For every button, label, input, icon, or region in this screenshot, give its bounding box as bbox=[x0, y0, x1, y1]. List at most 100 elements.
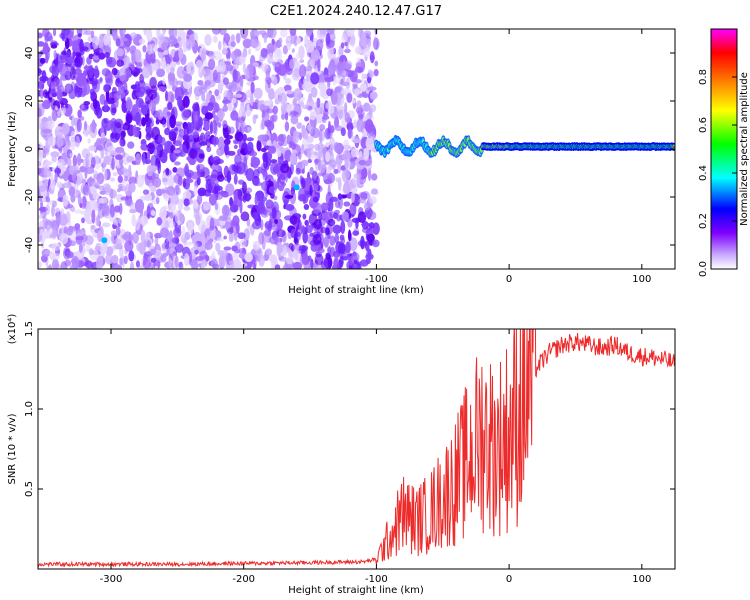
spectrogram-noise-blob bbox=[234, 131, 244, 142]
spectrogram-noise-blob bbox=[219, 29, 227, 36]
spectrogram-noise-blob bbox=[342, 149, 351, 163]
spectrogram-noise-blob bbox=[159, 206, 167, 220]
spectrogram-noise-blob bbox=[187, 221, 194, 236]
spectrogram-noise-blob bbox=[304, 116, 310, 122]
spectrogram-noise-blob bbox=[193, 185, 198, 196]
spectrogram-noise-blob bbox=[282, 264, 291, 269]
spectrogram-noise-blob bbox=[309, 58, 315, 68]
spectrogram-noise-blob bbox=[334, 125, 343, 132]
spectrogram-noise-blob bbox=[149, 185, 157, 193]
spectrogram-noise-blob bbox=[361, 222, 370, 227]
spectrogram-noise-blob bbox=[102, 183, 111, 192]
spectrogram-noise-blob bbox=[100, 132, 106, 139]
spectrogram-noise-blob bbox=[303, 129, 309, 140]
spectrogram-noise-blob bbox=[160, 118, 167, 125]
spectrogram-noise-blob bbox=[166, 91, 175, 104]
spectrogram-noise-blob bbox=[295, 52, 301, 59]
spectrogram-noise-blob bbox=[151, 169, 157, 183]
spectrogram-noise-blob bbox=[221, 48, 228, 55]
spectrogram-noise-blob bbox=[182, 95, 190, 108]
spectrogram-noise-blob bbox=[284, 194, 294, 199]
spectrogram-noise-blob bbox=[242, 195, 247, 203]
spectrogram-noise-blob bbox=[197, 66, 206, 77]
spectrogram-noise-blob bbox=[324, 227, 329, 237]
spectrogram-noise-blob bbox=[185, 178, 194, 184]
spectrogram-noise-blob bbox=[322, 29, 327, 35]
spectrogram-noise-blob bbox=[343, 201, 351, 207]
spectrogram-noise-blob bbox=[222, 77, 229, 85]
spectrogram-noise-blob bbox=[214, 89, 220, 97]
spectrogram-noise-blob bbox=[125, 99, 133, 112]
spectrogram-noise-blob bbox=[260, 47, 268, 58]
spectrogram-noise-blob bbox=[324, 76, 334, 83]
spectrogram-noise-blob bbox=[39, 75, 49, 82]
spectrogram-noise-blob bbox=[302, 213, 307, 220]
spectrogram-noise-blob bbox=[233, 174, 238, 185]
spectrogram-noise-blob bbox=[315, 39, 324, 52]
spectrogram-noise-blob bbox=[354, 88, 360, 97]
spectrogram-noise-blob bbox=[364, 119, 374, 133]
spectrogram-noise-blob bbox=[110, 230, 117, 237]
spectrogram-noise-blob bbox=[371, 173, 378, 181]
spectrogram-noise-blob bbox=[156, 146, 163, 151]
spectrogram-noise-blob bbox=[207, 182, 217, 194]
spectrogram-noise-blob bbox=[53, 49, 57, 60]
spectrogram-noise-blob bbox=[363, 114, 370, 120]
spectrogram-noise-blob bbox=[302, 137, 311, 148]
spectrogram-noise-blob bbox=[290, 115, 299, 125]
spectrogram-noise-blob bbox=[111, 86, 117, 94]
spectrogram-noise-blob bbox=[208, 54, 216, 60]
spectrogram-noise-blob bbox=[241, 181, 247, 195]
spectrogram-noise-blob bbox=[230, 110, 239, 121]
spectrogram-noise-blob bbox=[51, 156, 57, 163]
spectrogram-noise-blob bbox=[334, 209, 340, 215]
spectrogram-noise-blob bbox=[291, 48, 295, 54]
spectrogram-noise-blob bbox=[313, 219, 322, 230]
spectrogram-noise-blob bbox=[134, 198, 145, 213]
spectrogram-noise-blob bbox=[122, 122, 131, 131]
spectrogram-noise-blob bbox=[366, 38, 372, 48]
spectrogram-noise-blob bbox=[252, 175, 260, 186]
spectrogram-noise-blob bbox=[120, 196, 130, 201]
spectrogram-noise-blob bbox=[115, 226, 121, 236]
spectrogram-noise-blob bbox=[98, 52, 106, 60]
spectrogram-noise-blob bbox=[211, 137, 217, 146]
spectrogram-noise-blob bbox=[151, 58, 156, 64]
spectrogram-noise-blob bbox=[242, 48, 248, 58]
spectrogram-noise-blob bbox=[276, 242, 283, 254]
spectrogram-noise-blob bbox=[309, 184, 313, 197]
spectrogram-noise-blob bbox=[205, 134, 212, 148]
spectrogram-noise-blob bbox=[105, 246, 114, 256]
spectrogram-noise-blob bbox=[136, 174, 145, 188]
spectrogram-noise-blob bbox=[40, 84, 45, 90]
spectrogram-noise-blob bbox=[331, 35, 336, 40]
spectrogram-noise-blob bbox=[234, 249, 241, 254]
spectrogram-noise-blob bbox=[182, 110, 192, 119]
spectrogram-noise-blob bbox=[310, 72, 320, 85]
spectrogram-noise-blob bbox=[84, 30, 93, 36]
spectrogram-noise-blob bbox=[154, 265, 158, 269]
spectrogram-noise-blob bbox=[284, 110, 289, 121]
x-tick-label: -100 bbox=[365, 274, 388, 285]
spectrogram-noise-blob bbox=[95, 217, 101, 227]
spectrogram-noise-blob bbox=[301, 83, 309, 90]
spectrogram-noise-blob bbox=[99, 190, 107, 195]
spectrogram-noise-blob bbox=[329, 235, 336, 246]
spectrogram-noise-blob bbox=[194, 249, 199, 255]
spectrogram-y-axis-label: Frequency (Hz) bbox=[7, 111, 18, 187]
spectrogram-noise-blob bbox=[139, 215, 149, 226]
spectrogram-noise-blob bbox=[44, 31, 53, 42]
spectrogram-noise-blob bbox=[195, 256, 205, 262]
spectrogram-noise-blob bbox=[120, 37, 128, 42]
spectrogram-noise-blob bbox=[370, 190, 379, 195]
spectrogram-noise-blob bbox=[204, 112, 213, 120]
spectrogram-noise-blob bbox=[214, 193, 224, 200]
spectrogram-noise-blob bbox=[83, 82, 91, 96]
spectrogram-noise-blob bbox=[349, 70, 358, 83]
spectrogram-noise-blob bbox=[209, 229, 216, 239]
spectrogram-noise-blob bbox=[175, 237, 180, 244]
spectrogram-noise-blob bbox=[346, 121, 354, 132]
spectrogram-noise-blob bbox=[123, 82, 128, 93]
spectrogram-noise-blob bbox=[298, 162, 303, 170]
x-tick-label: -200 bbox=[232, 574, 255, 585]
